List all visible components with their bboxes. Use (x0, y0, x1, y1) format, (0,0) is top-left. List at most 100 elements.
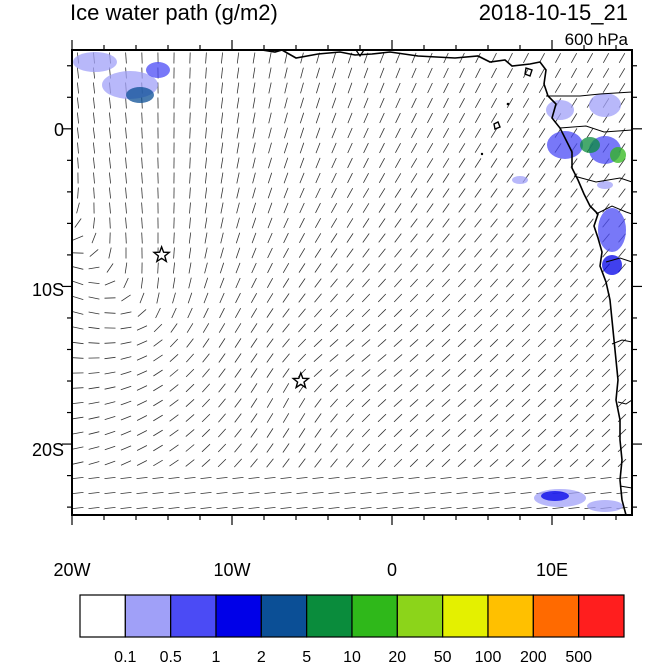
wind-vector (441, 492, 452, 493)
wind-vector (571, 204, 578, 213)
wind-vector (459, 189, 465, 198)
wind-vector (253, 113, 255, 124)
colorbar-label: 200 (511, 648, 555, 668)
wind-vector (284, 128, 287, 139)
wind-vector (523, 159, 529, 168)
wind-vector (137, 341, 147, 345)
wind-vector (268, 203, 272, 213)
wind-vector (394, 414, 402, 422)
wind-vector (186, 460, 195, 467)
wind-vector (458, 444, 466, 451)
wind-vector (299, 459, 306, 468)
wind-vector (316, 113, 320, 123)
wind-vector (170, 400, 179, 407)
wind-vector (410, 399, 418, 406)
wind-vector (346, 459, 353, 467)
wind-vector (173, 263, 174, 274)
wind-vector (476, 53, 481, 63)
wind-vector (121, 371, 132, 374)
wind-vector (619, 83, 625, 92)
wind-vector (491, 219, 498, 228)
wind-vector (555, 83, 561, 92)
wind-vector (394, 444, 402, 452)
wind-vector (554, 309, 562, 317)
wind-vector (105, 343, 116, 344)
wind-vector (555, 189, 562, 198)
wind-vector (570, 354, 578, 362)
wind-vector (347, 203, 353, 212)
wind-vector (442, 459, 450, 467)
wind-vector (153, 385, 162, 391)
wind-vector (571, 249, 578, 257)
wind-vector (428, 98, 433, 108)
wind-vector (110, 218, 111, 229)
wind-vector (539, 234, 546, 243)
wind-vector (186, 414, 194, 421)
wind-vector (314, 354, 322, 361)
wind-vector (380, 143, 385, 153)
wind-vector (300, 158, 304, 168)
wind-vector (396, 98, 401, 108)
wind-vector (571, 53, 576, 63)
wind-vector (554, 444, 562, 452)
wind-vector (267, 278, 272, 288)
wind-vector (347, 218, 353, 227)
island-bioko (525, 68, 532, 76)
wind-vector (121, 416, 131, 420)
wind-vector (204, 293, 208, 303)
wind-vector (362, 354, 370, 361)
wind-vector (538, 354, 546, 362)
wind-vector (109, 158, 110, 169)
wind-vector (474, 399, 482, 406)
wind-vector (137, 446, 147, 451)
wind-vector (142, 188, 143, 199)
wind-vector (587, 219, 594, 228)
wind-vector (284, 158, 288, 168)
wind-vector (283, 354, 290, 363)
wind-vector (537, 507, 548, 508)
wind-vector (137, 461, 147, 466)
wind-vector (332, 158, 337, 168)
wind-vector (107, 264, 113, 273)
wind-vector (555, 219, 562, 228)
wind-vector (283, 369, 289, 378)
wind-vector (412, 98, 417, 108)
wind-vector (538, 384, 546, 392)
wind-vector (346, 339, 354, 346)
wind-vector (78, 158, 79, 169)
wind-vector (379, 188, 385, 197)
wind-vector (410, 369, 418, 376)
wind-vector (330, 354, 338, 361)
wind-vector (299, 413, 305, 422)
wind-vector (202, 399, 210, 407)
wind-vector (170, 339, 178, 347)
wind-vector (379, 173, 384, 183)
wind-vector (251, 398, 257, 407)
wind-vector (506, 414, 514, 421)
wind-vector (105, 446, 115, 450)
wind-vector (235, 414, 242, 423)
wind-vector (602, 414, 610, 422)
wind-vector (364, 83, 368, 93)
wind-vector (346, 429, 353, 437)
wind-vector (602, 384, 610, 392)
wind-vector (201, 492, 212, 493)
wind-vector (473, 507, 484, 508)
wind-vector (267, 354, 273, 363)
wind-vector (268, 248, 273, 258)
wind-vector (206, 128, 207, 139)
wind-vector (109, 113, 110, 124)
wind-vector (174, 233, 175, 244)
wind-vector (348, 98, 352, 108)
wind-vector (441, 477, 452, 478)
colorbar-label: 0.1 (103, 648, 147, 668)
wind-vector (251, 338, 257, 347)
wind-vector (555, 159, 561, 168)
wind-vector (426, 444, 434, 452)
wind-vector (570, 264, 577, 272)
wind-vector (459, 234, 466, 243)
wind-vector (109, 143, 110, 154)
coastline (262, 50, 626, 515)
wind-vector (587, 68, 593, 77)
wind-vector (395, 158, 400, 168)
